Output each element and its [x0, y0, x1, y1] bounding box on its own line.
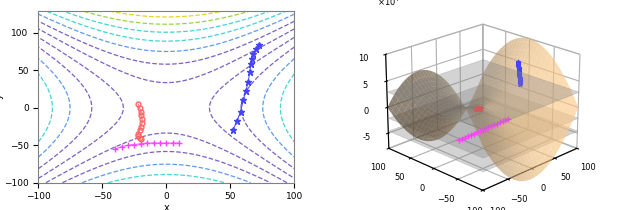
Y-axis label: y: y	[0, 94, 4, 100]
Text: $\times10^4$: $\times10^4$	[377, 0, 400, 8]
X-axis label: x: x	[164, 203, 169, 210]
